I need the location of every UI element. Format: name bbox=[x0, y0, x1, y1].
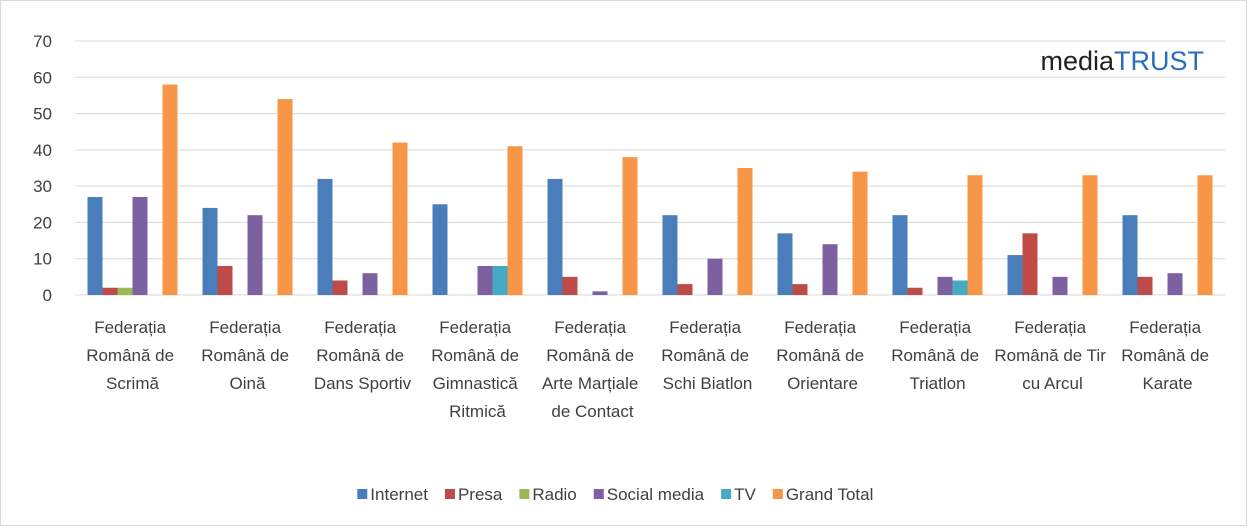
y-tick-label: 10 bbox=[33, 250, 52, 269]
bar bbox=[792, 284, 808, 295]
bar bbox=[952, 280, 968, 295]
bar bbox=[822, 244, 838, 295]
bar bbox=[892, 215, 908, 295]
bar bbox=[102, 287, 118, 295]
logo-part: TRUST bbox=[1114, 46, 1204, 76]
legend-label: Social media bbox=[607, 485, 705, 504]
bar bbox=[907, 287, 923, 295]
bar bbox=[507, 146, 523, 295]
bar bbox=[1022, 233, 1038, 295]
bar bbox=[432, 204, 448, 295]
bar bbox=[332, 280, 348, 295]
x-tick-label: Federația Română de Arte Marțiale de Con… bbox=[542, 318, 643, 421]
legend-label: Grand Total bbox=[786, 485, 874, 504]
bar bbox=[1122, 215, 1138, 295]
legend-label: Radio bbox=[532, 485, 576, 504]
bar bbox=[1197, 175, 1213, 295]
bar bbox=[277, 99, 293, 295]
y-tick-label: 0 bbox=[43, 286, 52, 305]
legend-swatch bbox=[519, 489, 530, 499]
y-tick-label: 20 bbox=[33, 213, 52, 232]
bar bbox=[162, 84, 178, 296]
bar bbox=[117, 287, 133, 295]
legend-label: TV bbox=[734, 485, 756, 504]
y-tick-label: 70 bbox=[33, 32, 52, 51]
bar bbox=[217, 265, 233, 295]
bar bbox=[362, 273, 378, 295]
legend-swatch bbox=[444, 489, 455, 499]
bar bbox=[492, 265, 508, 295]
legend-swatch bbox=[721, 489, 732, 499]
bar bbox=[547, 178, 563, 295]
bar bbox=[317, 178, 333, 295]
bar bbox=[477, 265, 493, 295]
bar bbox=[247, 215, 263, 295]
bar bbox=[662, 215, 678, 295]
bar bbox=[852, 171, 868, 295]
logo: mediaTRUST bbox=[1040, 46, 1204, 76]
x-tick-label: Federația Română de Triatlon bbox=[891, 318, 984, 393]
bar bbox=[592, 291, 608, 295]
y-tick-label: 60 bbox=[33, 68, 52, 87]
bar bbox=[202, 207, 218, 295]
bar bbox=[562, 276, 578, 295]
bar bbox=[1052, 276, 1068, 295]
x-tick-label: Federația Română de Schi Biatlon bbox=[661, 318, 754, 393]
x-tick-label: Federația Română de Tir cu Arcul bbox=[994, 318, 1110, 393]
legend-label: Internet bbox=[370, 485, 428, 504]
bar bbox=[937, 276, 953, 295]
bar bbox=[967, 175, 983, 295]
bar bbox=[1007, 255, 1023, 295]
bar bbox=[1167, 273, 1183, 295]
bar bbox=[1082, 175, 1098, 295]
bar bbox=[132, 197, 148, 295]
y-tick-label: 30 bbox=[33, 177, 52, 196]
bar bbox=[677, 284, 693, 295]
x-tick-label: Federația Română de Dans Sportiv bbox=[314, 318, 412, 393]
x-tick-label: Federația Română de Gimnastică Ritmică bbox=[431, 318, 524, 421]
x-tick-label: Federația Română de Orientare bbox=[776, 318, 869, 393]
legend-swatch bbox=[772, 489, 783, 499]
bar bbox=[87, 197, 103, 295]
bar bbox=[777, 233, 793, 295]
bar bbox=[622, 157, 638, 295]
x-tick-label: Federația Română de Karate bbox=[1121, 318, 1214, 393]
x-tick-label: Federația Română de Oină bbox=[201, 318, 294, 393]
legend-swatch bbox=[357, 489, 368, 499]
bar bbox=[737, 168, 753, 295]
bar bbox=[707, 258, 723, 295]
bar bbox=[392, 142, 408, 295]
y-tick-label: 50 bbox=[33, 105, 52, 124]
legend-swatch bbox=[593, 489, 604, 499]
y-tick-label: 40 bbox=[33, 141, 52, 160]
legend-label: Presa bbox=[458, 485, 503, 504]
bar bbox=[1137, 276, 1153, 295]
logo-part: media bbox=[1040, 46, 1115, 76]
x-tick-label: Federația Română de Scrimă bbox=[86, 318, 179, 393]
